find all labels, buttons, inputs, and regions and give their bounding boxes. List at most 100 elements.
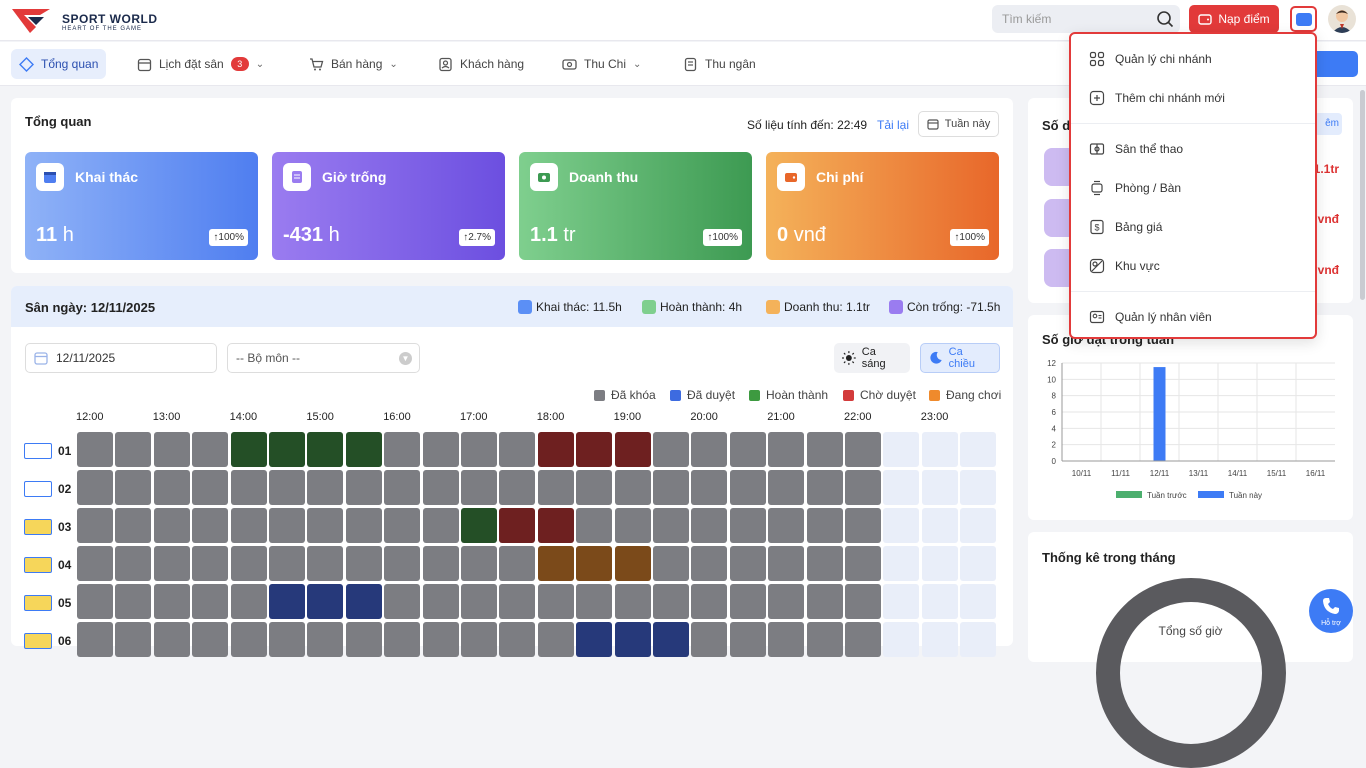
time-slot[interactable] xyxy=(461,508,497,543)
time-slot[interactable] xyxy=(499,432,536,467)
time-slot[interactable] xyxy=(614,546,651,581)
brand-logo[interactable]: SPORT WORLD HEART OF THE GAME xyxy=(10,5,180,35)
time-slot[interactable] xyxy=(269,622,305,657)
time-slot[interactable] xyxy=(921,584,958,619)
time-slot[interactable] xyxy=(921,470,958,505)
time-slot[interactable] xyxy=(960,546,997,581)
time-slot[interactable] xyxy=(115,432,152,467)
time-slot[interactable] xyxy=(230,584,267,619)
time-slot[interactable] xyxy=(192,470,229,505)
time-slot[interactable] xyxy=(806,546,843,581)
time-slot[interactable] xyxy=(153,508,190,543)
time-slot[interactable] xyxy=(768,432,805,467)
time-slot[interactable] xyxy=(960,584,997,619)
stat-card-usage[interactable]: Khai thác 11 h ↑100% xyxy=(25,152,258,260)
time-slot[interactable] xyxy=(192,622,229,657)
time-slot[interactable] xyxy=(230,470,267,505)
time-slot[interactable] xyxy=(576,432,613,467)
time-slot[interactable] xyxy=(614,584,651,619)
time-slot[interactable] xyxy=(883,470,920,505)
menu-item-add-branch[interactable]: Thêm chi nhánh mới xyxy=(1071,80,1315,116)
stat-card-expense[interactable]: Chi phí 0 vnđ ↑100% xyxy=(766,152,999,260)
time-slot[interactable] xyxy=(960,508,997,543)
shift-morning-button[interactable]: Ca sáng xyxy=(834,343,910,373)
search-input[interactable] xyxy=(992,5,1152,33)
shift-afternoon-button[interactable]: Ca chiều xyxy=(920,343,1000,373)
time-slot[interactable] xyxy=(422,432,459,467)
time-slot[interactable] xyxy=(768,546,805,581)
time-slot[interactable] xyxy=(115,622,152,657)
time-slot[interactable] xyxy=(307,470,344,505)
time-slot[interactable] xyxy=(806,432,843,467)
time-slot[interactable] xyxy=(345,470,382,505)
time-slot[interactable] xyxy=(691,546,728,581)
nav-item-cashier[interactable]: Thu ngân xyxy=(683,49,756,79)
time-slot[interactable] xyxy=(499,622,536,657)
view-more-button[interactable]: êm xyxy=(1314,113,1342,135)
menu-item-manage-branches[interactable]: Quản lý chi nhánh xyxy=(1071,41,1315,77)
time-slot[interactable] xyxy=(422,470,459,505)
time-slot[interactable] xyxy=(269,470,305,505)
nav-item-customers[interactable]: Khách hàng xyxy=(438,49,524,79)
time-slot[interactable] xyxy=(729,508,766,543)
topup-button[interactable]: Nạp điểm xyxy=(1189,5,1279,33)
time-slot[interactable] xyxy=(115,546,152,581)
time-slot[interactable] xyxy=(883,622,920,657)
time-slot[interactable] xyxy=(192,432,229,467)
time-slot[interactable] xyxy=(845,622,881,657)
nav-item-booking[interactable]: Lịch đặt sân 3 ⌄ xyxy=(137,49,264,79)
menu-item-rooms-tables[interactable]: Phòng / Bàn xyxy=(1071,170,1315,206)
time-slot[interactable] xyxy=(537,622,574,657)
time-slot[interactable] xyxy=(576,470,613,505)
time-slot[interactable] xyxy=(806,584,843,619)
time-slot[interactable] xyxy=(653,508,689,543)
time-slot[interactable] xyxy=(307,508,344,543)
time-slot[interactable] xyxy=(576,584,613,619)
time-slot[interactable] xyxy=(307,622,344,657)
time-slot[interactable] xyxy=(768,470,805,505)
time-slot[interactable] xyxy=(499,508,536,543)
time-slot[interactable] xyxy=(345,622,382,657)
time-slot[interactable] xyxy=(614,508,651,543)
time-slot[interactable] xyxy=(768,622,805,657)
time-slot[interactable] xyxy=(653,432,689,467)
time-slot[interactable] xyxy=(537,546,574,581)
time-slot[interactable] xyxy=(384,584,421,619)
time-slot[interactable] xyxy=(461,546,497,581)
time-slot[interactable] xyxy=(691,508,728,543)
time-slot[interactable] xyxy=(153,432,190,467)
time-slot[interactable] xyxy=(960,470,997,505)
time-slot[interactable] xyxy=(269,508,305,543)
time-slot[interactable] xyxy=(345,432,382,467)
time-slot[interactable] xyxy=(461,432,497,467)
nav-item-finance[interactable]: Thu Chi ⌄ xyxy=(562,49,641,79)
time-slot[interactable] xyxy=(845,470,881,505)
time-slot[interactable] xyxy=(537,432,574,467)
time-slot[interactable] xyxy=(115,584,152,619)
page-scrollbar[interactable] xyxy=(1359,86,1366,639)
time-slot[interactable] xyxy=(461,470,497,505)
time-slot[interactable] xyxy=(729,584,766,619)
time-slot[interactable] xyxy=(115,508,152,543)
time-slot[interactable] xyxy=(77,546,113,581)
support-button[interactable]: Hỗ trợ xyxy=(1309,589,1353,633)
time-slot[interactable] xyxy=(307,546,344,581)
time-slot[interactable] xyxy=(77,584,113,619)
time-slot[interactable] xyxy=(230,432,267,467)
time-slot[interactable] xyxy=(845,546,881,581)
time-slot[interactable] xyxy=(729,622,766,657)
time-slot[interactable] xyxy=(729,470,766,505)
period-select[interactable]: Tuần này xyxy=(918,111,999,137)
time-slot[interactable] xyxy=(422,622,459,657)
time-slot[interactable] xyxy=(153,584,190,619)
time-slot[interactable] xyxy=(499,470,536,505)
time-slot[interactable] xyxy=(77,432,113,467)
time-slot[interactable] xyxy=(960,622,997,657)
time-slot[interactable] xyxy=(230,622,267,657)
time-slot[interactable] xyxy=(192,508,229,543)
date-picker[interactable]: 12/11/2025 xyxy=(25,343,217,373)
menu-item-staff[interactable]: Quản lý nhân viên xyxy=(1071,299,1315,335)
time-slot[interactable] xyxy=(576,508,613,543)
time-slot[interactable] xyxy=(269,432,305,467)
time-slot[interactable] xyxy=(384,470,421,505)
